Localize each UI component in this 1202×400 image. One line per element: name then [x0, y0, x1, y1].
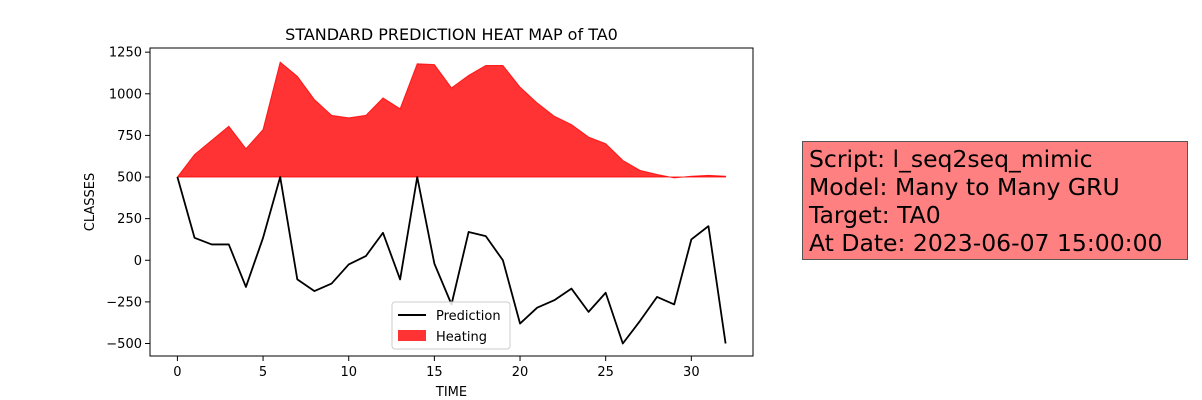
y-tick-label: −250 [106, 295, 142, 310]
x-tick-label: 20 [512, 365, 529, 380]
plot-frame [149, 47, 754, 357]
y-tick-label: 0 [134, 254, 142, 269]
heating-area [176, 61, 727, 179]
x-tick-label: 5 [259, 365, 267, 380]
y-tick-label: 1250 [109, 46, 142, 61]
y-axis-title: CLASSES [83, 173, 98, 231]
y-tick-label: 1000 [109, 87, 142, 102]
x-axis-title: TIME [435, 385, 467, 400]
info-target-line: Target: TA0 [809, 201, 941, 229]
x-tick-label: 25 [597, 365, 614, 380]
y-tick-label: 750 [117, 129, 142, 144]
info-box: Script: l_seq2seq_mimic Model: Many to M… [802, 141, 1188, 260]
heating-area-layer [176, 61, 727, 179]
legend-heating-label: Heating [436, 330, 487, 345]
y-tick-label: 250 [117, 212, 142, 227]
info-model-line: Model: Many to Many GRU [809, 173, 1120, 201]
y-tick-label: −500 [106, 337, 142, 352]
y-axis-ticks: −500 −250 0 250 500 750 1000 1250 [106, 46, 150, 352]
y-tick-label: 500 [117, 171, 142, 186]
info-date-line: At Date: 2023-06-07 15:00:00 [809, 229, 1163, 257]
x-tick-label: 15 [426, 365, 443, 380]
chart-title: STANDARD PREDICTION HEAT MAP of TA0 [285, 25, 618, 44]
legend-prediction-label: Prediction [436, 309, 501, 324]
legend: Prediction Heating [391, 301, 511, 350]
info-script-line: Script: l_seq2seq_mimic [809, 145, 1093, 173]
x-tick-label: 30 [683, 365, 700, 380]
x-tick-label: 10 [340, 365, 357, 380]
legend-heating-swatch [398, 330, 426, 341]
x-axis-ticks: 0 5 10 15 20 25 30 [173, 356, 700, 380]
x-tick-label: 0 [173, 365, 181, 380]
